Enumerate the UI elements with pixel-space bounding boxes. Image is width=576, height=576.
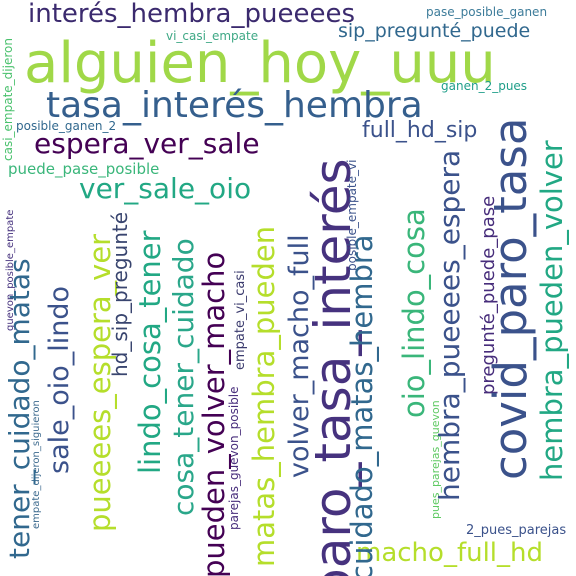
word-6: sip_pregunté_puede [338,20,531,42]
word-36: covid_paro_tasa [484,117,537,480]
word-12: ganen_2_pues [441,79,528,93]
word-5: vi_casi_empate [166,29,259,43]
word-3: tasa_interés_hembra [46,85,423,126]
word-32: oio_lindo_cosa [397,208,431,418]
word-31: cuidado_matas_hembra [345,234,379,576]
word-15: casi_empate_dijeron [1,38,15,161]
word-10: puede_pase_posible [8,160,160,178]
word-7: espera_ver_sale [34,127,260,160]
word-24: empate_vi_casi [233,270,248,370]
word-8: full_hd_sip [362,118,478,143]
word-4: pase_posible_ganen [426,5,548,19]
word-26: pueden_volver_macho [197,251,231,576]
word-9: ver_sale_oio [79,172,252,205]
word-19: sale_oio_lindo [44,285,75,474]
word-27: matas_hembra_pueden [247,225,281,567]
word-2: interés_hembra_pueeees [28,0,355,29]
word-11: posible_ganen_2 [16,119,117,133]
word-23: cosa_tener_cuidado [167,238,200,516]
word-14: 2_pues_parejas [466,523,567,538]
word-34: hembra_pueeees_espera [433,149,466,501]
word-22: lindo_cosa_tener [133,230,167,474]
word-37: hembra_pueden_volver [535,140,569,481]
word-1: alguien_hoy_uuu [24,31,496,96]
word-13: macho_full_hd [356,538,544,568]
word-18: tener_cuidado_matas [3,258,36,559]
word-21: hd_sip_pregunté [108,211,132,377]
